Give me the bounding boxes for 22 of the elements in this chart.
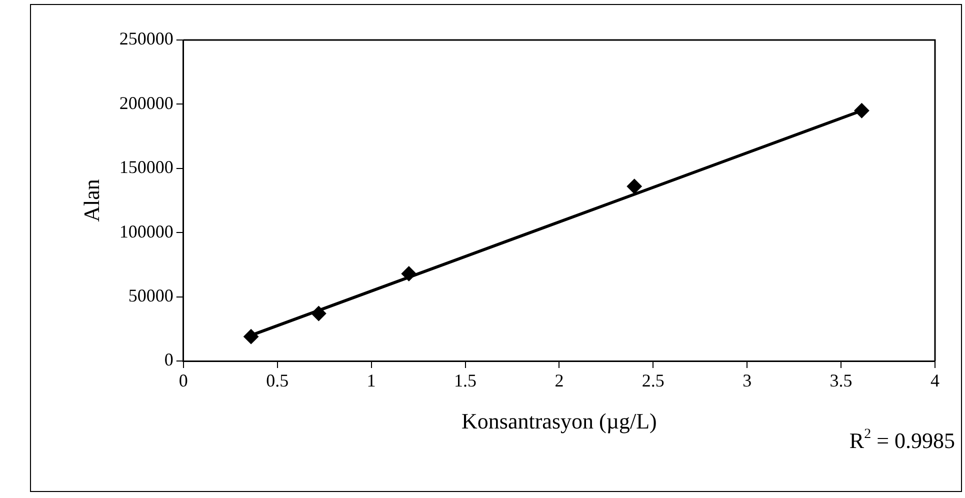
x-tick-label: 2.5 bbox=[642, 370, 664, 391]
point bbox=[401, 266, 416, 282]
point bbox=[626, 178, 642, 194]
y-axis-title: Alan bbox=[78, 179, 104, 222]
x-axis-title: Konsantrasyon (µg/L) bbox=[462, 408, 657, 434]
y-tick-label: 50000 bbox=[128, 286, 174, 306]
y-tick-label: 0 bbox=[164, 350, 174, 370]
point bbox=[244, 329, 259, 344]
x-tick-label: 2 bbox=[554, 370, 564, 391]
x-tick-label: 1 bbox=[366, 370, 376, 391]
x-tick-label: 3 bbox=[742, 370, 752, 391]
y-tick-label: 100000 bbox=[119, 221, 174, 242]
point bbox=[854, 103, 870, 118]
x-tick-label: 0.5 bbox=[266, 370, 289, 391]
x-tick-label: 1.5 bbox=[454, 370, 476, 391]
x-tick-label: 4 bbox=[930, 370, 940, 391]
x-tick-label: 3.5 bbox=[830, 370, 852, 391]
x-tick-label: 0 bbox=[178, 370, 188, 391]
point bbox=[311, 306, 326, 321]
y-tick-label: 200000 bbox=[119, 92, 174, 113]
y-tick-label: 150000 bbox=[119, 157, 174, 178]
y-tick-label: 250000 bbox=[119, 28, 174, 49]
